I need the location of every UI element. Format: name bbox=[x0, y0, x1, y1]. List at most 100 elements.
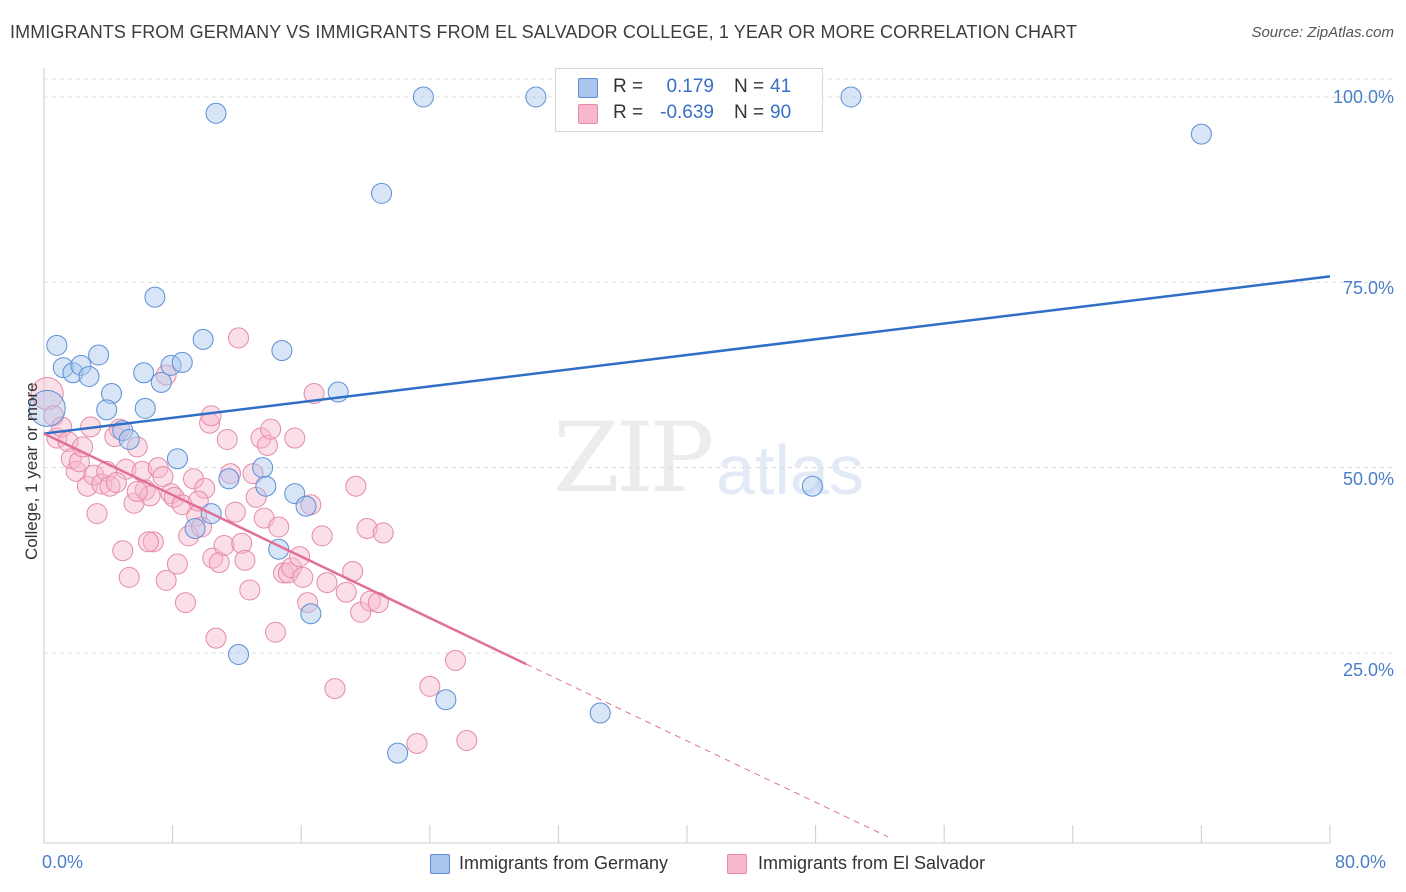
point-elsal-60 bbox=[268, 516, 290, 538]
point-elsal-41 bbox=[200, 405, 222, 427]
point-elsal-80 bbox=[372, 522, 394, 544]
point-elsal-58 bbox=[260, 418, 282, 440]
bottom-legend-label-germany: Immigrants from Germany bbox=[459, 853, 669, 873]
x-tick-label-min: 0.0% bbox=[42, 852, 84, 872]
point-elsal-69 bbox=[303, 383, 325, 405]
point-elsal-81 bbox=[406, 732, 428, 754]
point-elsal-0 bbox=[30, 377, 64, 411]
point-elsal-5 bbox=[60, 448, 82, 470]
legend-n-label-elsal: N = bbox=[734, 102, 765, 123]
point-germany-7 bbox=[101, 383, 123, 405]
point-germany-35 bbox=[589, 702, 611, 724]
point-elsal-64 bbox=[284, 427, 306, 449]
point-elsal-78 bbox=[359, 590, 381, 612]
point-elsal-34 bbox=[174, 592, 196, 614]
point-germany-33 bbox=[387, 742, 409, 764]
point-germany-14 bbox=[150, 371, 172, 393]
point-elsal-28 bbox=[152, 466, 174, 488]
point-elsal-70 bbox=[311, 525, 333, 547]
point-germany-29 bbox=[525, 86, 547, 108]
point-germany-23 bbox=[271, 340, 293, 362]
point-germany-20 bbox=[252, 457, 274, 479]
point-elsal-39 bbox=[194, 477, 216, 499]
point-elsal-32 bbox=[166, 553, 188, 575]
point-germany-18 bbox=[205, 102, 227, 124]
legend-row-germany: R = 0.179 N = 41 bbox=[556, 74, 822, 100]
point-germany-6 bbox=[88, 344, 110, 366]
bottom-legend-label-elsal: Immigrants from El Salvador bbox=[758, 853, 986, 873]
legend-n-label-germany: N = bbox=[734, 76, 765, 97]
legend-r-value-germany: 0.179 bbox=[666, 76, 714, 97]
point-elsal-84 bbox=[456, 729, 478, 751]
point-germany-27 bbox=[371, 182, 393, 204]
point-germany-31 bbox=[1190, 123, 1212, 145]
point-germany-34 bbox=[435, 689, 457, 711]
point-germany-10 bbox=[118, 428, 140, 450]
watermark-zip: ZIP bbox=[553, 402, 714, 514]
point-germany-3 bbox=[62, 362, 84, 384]
point-elsal-29 bbox=[155, 569, 177, 591]
point-elsal-77 bbox=[356, 517, 378, 539]
legend-r-label-elsal: R = bbox=[613, 102, 644, 123]
legend-row-elsal: R = -0.639 N = 90 bbox=[556, 100, 822, 126]
point-germany-2 bbox=[52, 357, 74, 379]
point-germany-17 bbox=[192, 328, 214, 350]
point-germany-39 bbox=[166, 448, 188, 470]
point-elsal-66 bbox=[292, 566, 314, 588]
x-tick-label-max: 80.0% bbox=[1335, 852, 1387, 872]
legend-swatch-elsal bbox=[578, 104, 598, 124]
point-elsal-8 bbox=[72, 436, 94, 458]
point-germany-4 bbox=[70, 354, 92, 376]
point-germany-19 bbox=[218, 468, 240, 490]
point-elsal-73 bbox=[335, 581, 357, 603]
chart-title: IMMIGRANTS FROM GERMANY VS IMMIGRANTS FR… bbox=[10, 22, 1078, 42]
point-elsal-22 bbox=[126, 436, 148, 458]
trendline-germany bbox=[43, 275, 1331, 435]
point-elsal-75 bbox=[345, 475, 367, 497]
point-elsal-25 bbox=[139, 485, 161, 507]
point-germany-11 bbox=[133, 362, 155, 384]
trendline-elsal bbox=[43, 432, 527, 666]
y-tick-label-50: 50.0% bbox=[1342, 469, 1394, 489]
y-tick-label-75: 75.0% bbox=[1342, 278, 1394, 298]
correlation-legend: R = 0.179 N = 41 R = -0.639 N = 90 bbox=[555, 68, 823, 132]
point-elsal-46 bbox=[216, 428, 238, 450]
point-elsal-50 bbox=[231, 532, 253, 554]
y-axis-label: College, 1 year or more bbox=[22, 382, 41, 560]
point-elsal-11 bbox=[83, 464, 105, 486]
point-elsal-48 bbox=[224, 501, 246, 523]
point-elsal-52 bbox=[239, 579, 261, 601]
point-germany-8 bbox=[96, 399, 118, 421]
point-elsal-89 bbox=[105, 471, 127, 493]
bottom-legend-swatch-elsal bbox=[727, 854, 747, 874]
point-elsal-88 bbox=[126, 480, 148, 502]
point-elsal-71 bbox=[316, 572, 338, 594]
point-elsal-43 bbox=[205, 627, 227, 649]
chart-source: Source: ZipAtlas.com bbox=[1251, 24, 1394, 41]
legend-n-value-germany: 41 bbox=[770, 76, 792, 97]
point-germany-25 bbox=[300, 603, 322, 625]
point-elsal-15 bbox=[99, 475, 121, 497]
bottom-legend-swatch-germany bbox=[430, 854, 450, 874]
point-germany-21 bbox=[255, 475, 277, 497]
trendline-elsal-extension bbox=[526, 663, 889, 838]
y-tick-label-100: 100.0% bbox=[1332, 87, 1394, 107]
watermark-atlas: atlas bbox=[716, 431, 864, 509]
point-germany-5 bbox=[78, 365, 100, 387]
point-elsal-45 bbox=[213, 535, 235, 557]
point-germany-40 bbox=[295, 495, 317, 517]
point-elsal-59 bbox=[264, 621, 286, 643]
point-germany-16 bbox=[171, 351, 193, 373]
point-germany-13 bbox=[144, 286, 166, 308]
point-elsal-85 bbox=[137, 531, 159, 553]
point-germany-32 bbox=[228, 643, 250, 665]
point-germany-30 bbox=[840, 86, 862, 108]
point-germany-0 bbox=[28, 389, 66, 427]
point-germany-1 bbox=[46, 334, 68, 356]
point-germany-36 bbox=[801, 475, 823, 497]
point-elsal-72 bbox=[324, 678, 346, 700]
point-elsal-12 bbox=[86, 503, 108, 525]
point-elsal-44 bbox=[208, 552, 230, 574]
point-elsal-26 bbox=[142, 531, 164, 553]
